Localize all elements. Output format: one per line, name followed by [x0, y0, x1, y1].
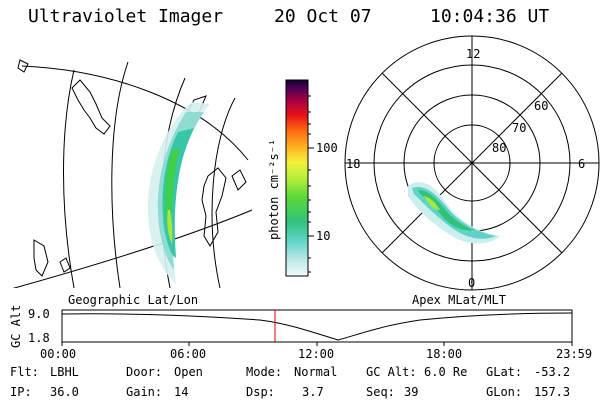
- glon-label: GLon:: [486, 385, 522, 399]
- aurora-emission-polar: [408, 182, 500, 244]
- geographic-map: [12, 59, 253, 288]
- observation-date: 20 Oct 07: [274, 6, 372, 27]
- mlt-label-0: 0: [468, 276, 475, 290]
- seq-label: Seq:: [366, 385, 395, 399]
- seq-value: 39: [404, 385, 418, 399]
- status-footer: Flt: LBHL IP: 36.0 Door: Open Gain: 14 M…: [10, 365, 570, 399]
- dsp-value: 3.7: [302, 385, 324, 399]
- gc-alt-value: 6.0 Re: [424, 365, 467, 379]
- colorbar: [285, 79, 314, 277]
- filter-value: LBHL: [50, 365, 79, 379]
- mode-value: Normal: [294, 365, 337, 379]
- altitude-timeline: [61, 309, 573, 346]
- instrument-title: Ultraviolet Imager: [28, 6, 224, 27]
- timeline-xtick-1200: 12:00: [298, 347, 334, 361]
- mlt-label-6: 6: [578, 157, 585, 171]
- mlat-label-60: 60: [534, 99, 548, 113]
- colorbar-tick-10: 10: [316, 229, 330, 243]
- polar-projection-label: Apex MLat/MLT: [412, 293, 506, 307]
- timeline-ytick-max: 9.0: [28, 307, 50, 321]
- door-label: Door:: [126, 365, 162, 379]
- timeline-xtick-0000: 00:00: [40, 347, 76, 361]
- observation-time: 10:04:36 UT: [430, 6, 550, 27]
- glon-value: 157.3: [534, 385, 570, 399]
- gc-alt-label: GC Alt:: [366, 365, 417, 379]
- timeline-ytick-min: 1.8: [28, 331, 50, 345]
- gain-label: Gain:: [126, 385, 162, 399]
- timeline-xtick-0600: 06:00: [170, 347, 206, 361]
- door-value: Open: [174, 365, 203, 379]
- mode-label: Mode:: [246, 365, 282, 379]
- mlat-label-80: 80: [492, 141, 506, 155]
- polar-plot: [344, 35, 600, 291]
- ip-label: IP:: [10, 385, 32, 399]
- timeline-xtick-2359: 23:59: [556, 347, 592, 361]
- mlt-label-18: 18: [346, 157, 360, 171]
- colorbar-unit-label: photon cm⁻²s⁻¹: [267, 139, 281, 240]
- gain-value: 14: [174, 385, 188, 399]
- mlt-label-12: 12: [466, 47, 480, 61]
- map-projection-label: Geographic Lat/Lon: [68, 293, 198, 307]
- filter-label: Flt:: [10, 365, 39, 379]
- timeline-xtick-1800: 18:00: [426, 347, 462, 361]
- ip-value: 36.0: [50, 385, 79, 399]
- timeline-axis-label: GC Alt: [9, 305, 23, 348]
- glat-value: -53.2: [534, 365, 570, 379]
- glat-label: GLat:: [486, 365, 522, 379]
- aurora-emission-map: [147, 102, 210, 284]
- colorbar-tick-100: 100: [316, 141, 338, 155]
- mlat-label-70: 70: [512, 121, 526, 135]
- dsp-label: Dsp:: [246, 385, 275, 399]
